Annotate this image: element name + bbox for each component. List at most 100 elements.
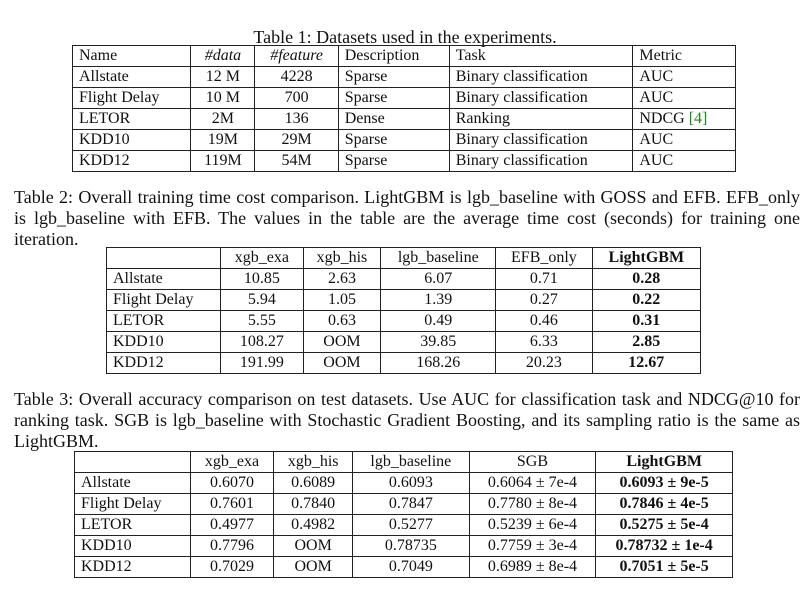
header-cell: xgb_exa [189, 451, 275, 473]
table-cell: 0.5277 [352, 514, 470, 536]
table-cell: 0.63 [302, 310, 382, 332]
header-cell: EFB_only [495, 247, 593, 269]
metric-text: NDCG [639, 110, 685, 127]
table-cell: Allstate [105, 268, 222, 290]
table-cell: 4228 [254, 66, 339, 88]
table-cell: 0.7840 [273, 493, 354, 515]
header-cell: xgb_exa [220, 247, 304, 269]
table-cell: 0.7601 [189, 493, 275, 515]
table-cell: 0.46 [495, 310, 593, 332]
table-cell: 168.26 [380, 352, 497, 374]
header-cell: lgb_baseline [352, 451, 470, 473]
table-cell: LETOR [74, 514, 191, 536]
header-cell [105, 247, 222, 269]
table-cell: 0.6093 ± 9e-5 [595, 472, 733, 494]
table-cell: 0.6089 [273, 472, 354, 494]
table-cell: Binary classification [448, 150, 634, 172]
header-cell: xgb_his [273, 451, 354, 473]
table-cell: 12.67 [591, 352, 702, 374]
table-cell: 0.6093 [352, 472, 470, 494]
table-cell: 136 [254, 108, 339, 130]
table-cell: 0.6064 ± 7e-4 [468, 472, 597, 494]
table-cell: 0.22 [591, 289, 702, 311]
table-cell: 6.07 [380, 268, 497, 290]
table-cell: 700 [254, 87, 339, 109]
table-row: KDD12 0.7029 OOM 0.7049 0.6989 ± 8e-4 0.… [74, 556, 733, 578]
table-cell: 0.7796 [189, 535, 275, 557]
table-cell: 0.7846 ± 4e-5 [595, 493, 733, 515]
header-cell: LightGBM [595, 451, 733, 473]
table-cell: 0.7049 [352, 556, 470, 578]
table-cell: AUC [632, 66, 736, 88]
table-cell: Sparse [337, 150, 450, 172]
table-cell: 0.5239 ± 6e-4 [468, 514, 597, 536]
table-cell: KDD12 [74, 556, 191, 578]
table-cell: 2.63 [302, 268, 382, 290]
header-cell: Name [71, 45, 192, 67]
table-cell: 5.94 [220, 289, 304, 311]
table-cell: Binary classification [448, 66, 634, 88]
datasets-table: Name #data #feature Description Task Met… [71, 45, 736, 172]
table-row: KDD10 0.7796 OOM 0.78735 0.7759 ± 3e-4 0… [74, 535, 733, 557]
table-cell: 2M [190, 108, 256, 130]
table-cell: 0.7029 [189, 556, 275, 578]
header-cell: #data [190, 45, 256, 67]
table-cell: OOM [302, 352, 382, 374]
table-cell: KDD12 [105, 352, 222, 374]
table-cell: 0.7847 [352, 493, 470, 515]
table-cell: 1.39 [380, 289, 497, 311]
table-cell: AUC [632, 129, 736, 151]
table-header-row: xgb_exa xgb_his lgb_baseline SGB LightGB… [74, 451, 733, 473]
training-time-table: xgb_exa xgb_his lgb_baseline EFB_only Li… [105, 247, 702, 374]
table-row: Allstate 12 M 4228 Sparse Binary classif… [71, 66, 736, 88]
table-cell: 0.49 [380, 310, 497, 332]
header-cell: lgb_baseline [380, 247, 497, 269]
table-row: Flight Delay 5.94 1.05 1.39 0.27 0.22 [105, 289, 702, 311]
table-cell: 39.85 [380, 331, 497, 353]
header-cell: Metric [632, 45, 736, 67]
table-row: LETOR 5.55 0.63 0.49 0.46 0.31 [105, 310, 702, 332]
table-cell: KDD12 [71, 150, 192, 172]
header-cell: SGB [468, 451, 597, 473]
table-cell: Binary classification [448, 87, 634, 109]
table-cell: 0.6989 ± 8e-4 [468, 556, 597, 578]
table-cell: KDD10 [74, 535, 191, 557]
header-cell: #feature [254, 45, 339, 67]
table-cell: 0.4977 [189, 514, 275, 536]
header-cell: Task [448, 45, 634, 67]
table-cell: 5.55 [220, 310, 304, 332]
table-cell: 19M [190, 129, 256, 151]
table-row: KDD10 19M 29M Sparse Binary classificati… [71, 129, 736, 151]
table-cell: OOM [273, 556, 354, 578]
table-cell: 2.85 [591, 331, 702, 353]
table-cell: Dense [337, 108, 450, 130]
table-row: KDD10 108.27 OOM 39.85 6.33 2.85 [105, 331, 702, 353]
table-cell: Binary classification [448, 129, 634, 151]
table-cell: 119M [190, 150, 256, 172]
header-cell [74, 451, 191, 473]
table-cell: 0.7780 ± 8e-4 [468, 493, 597, 515]
table-cell: NDCG [4] [632, 108, 736, 130]
table-cell: 0.5275 ± 5e-4 [595, 514, 733, 536]
table-row: Flight Delay 0.7601 0.7840 0.7847 0.7780… [74, 493, 733, 515]
table-cell: Flight Delay [105, 289, 222, 311]
table-cell: Allstate [71, 66, 192, 88]
table-cell: Sparse [337, 87, 450, 109]
table-cell: 108.27 [220, 331, 304, 353]
table-cell: 0.27 [495, 289, 593, 311]
table-cell: KDD10 [105, 331, 222, 353]
table-row: KDD12 191.99 OOM 168.26 20.23 12.67 [105, 352, 702, 374]
table-cell: AUC [632, 87, 736, 109]
table-cell: Allstate [74, 472, 191, 494]
table-cell: LETOR [71, 108, 192, 130]
table-cell: 191.99 [220, 352, 304, 374]
table-header-row: xgb_exa xgb_his lgb_baseline EFB_only Li… [105, 247, 702, 269]
table-cell: AUC [632, 150, 736, 172]
table-cell: Flight Delay [74, 493, 191, 515]
table-cell: 0.78732 ± 1e-4 [595, 535, 733, 557]
citation-link[interactable]: [4] [688, 110, 708, 127]
table-cell: KDD10 [71, 129, 192, 151]
table-cell: Ranking [448, 108, 634, 130]
table3-caption: Table 3: Overall accuracy comparison on … [14, 389, 800, 451]
table-cell: 10.85 [220, 268, 304, 290]
